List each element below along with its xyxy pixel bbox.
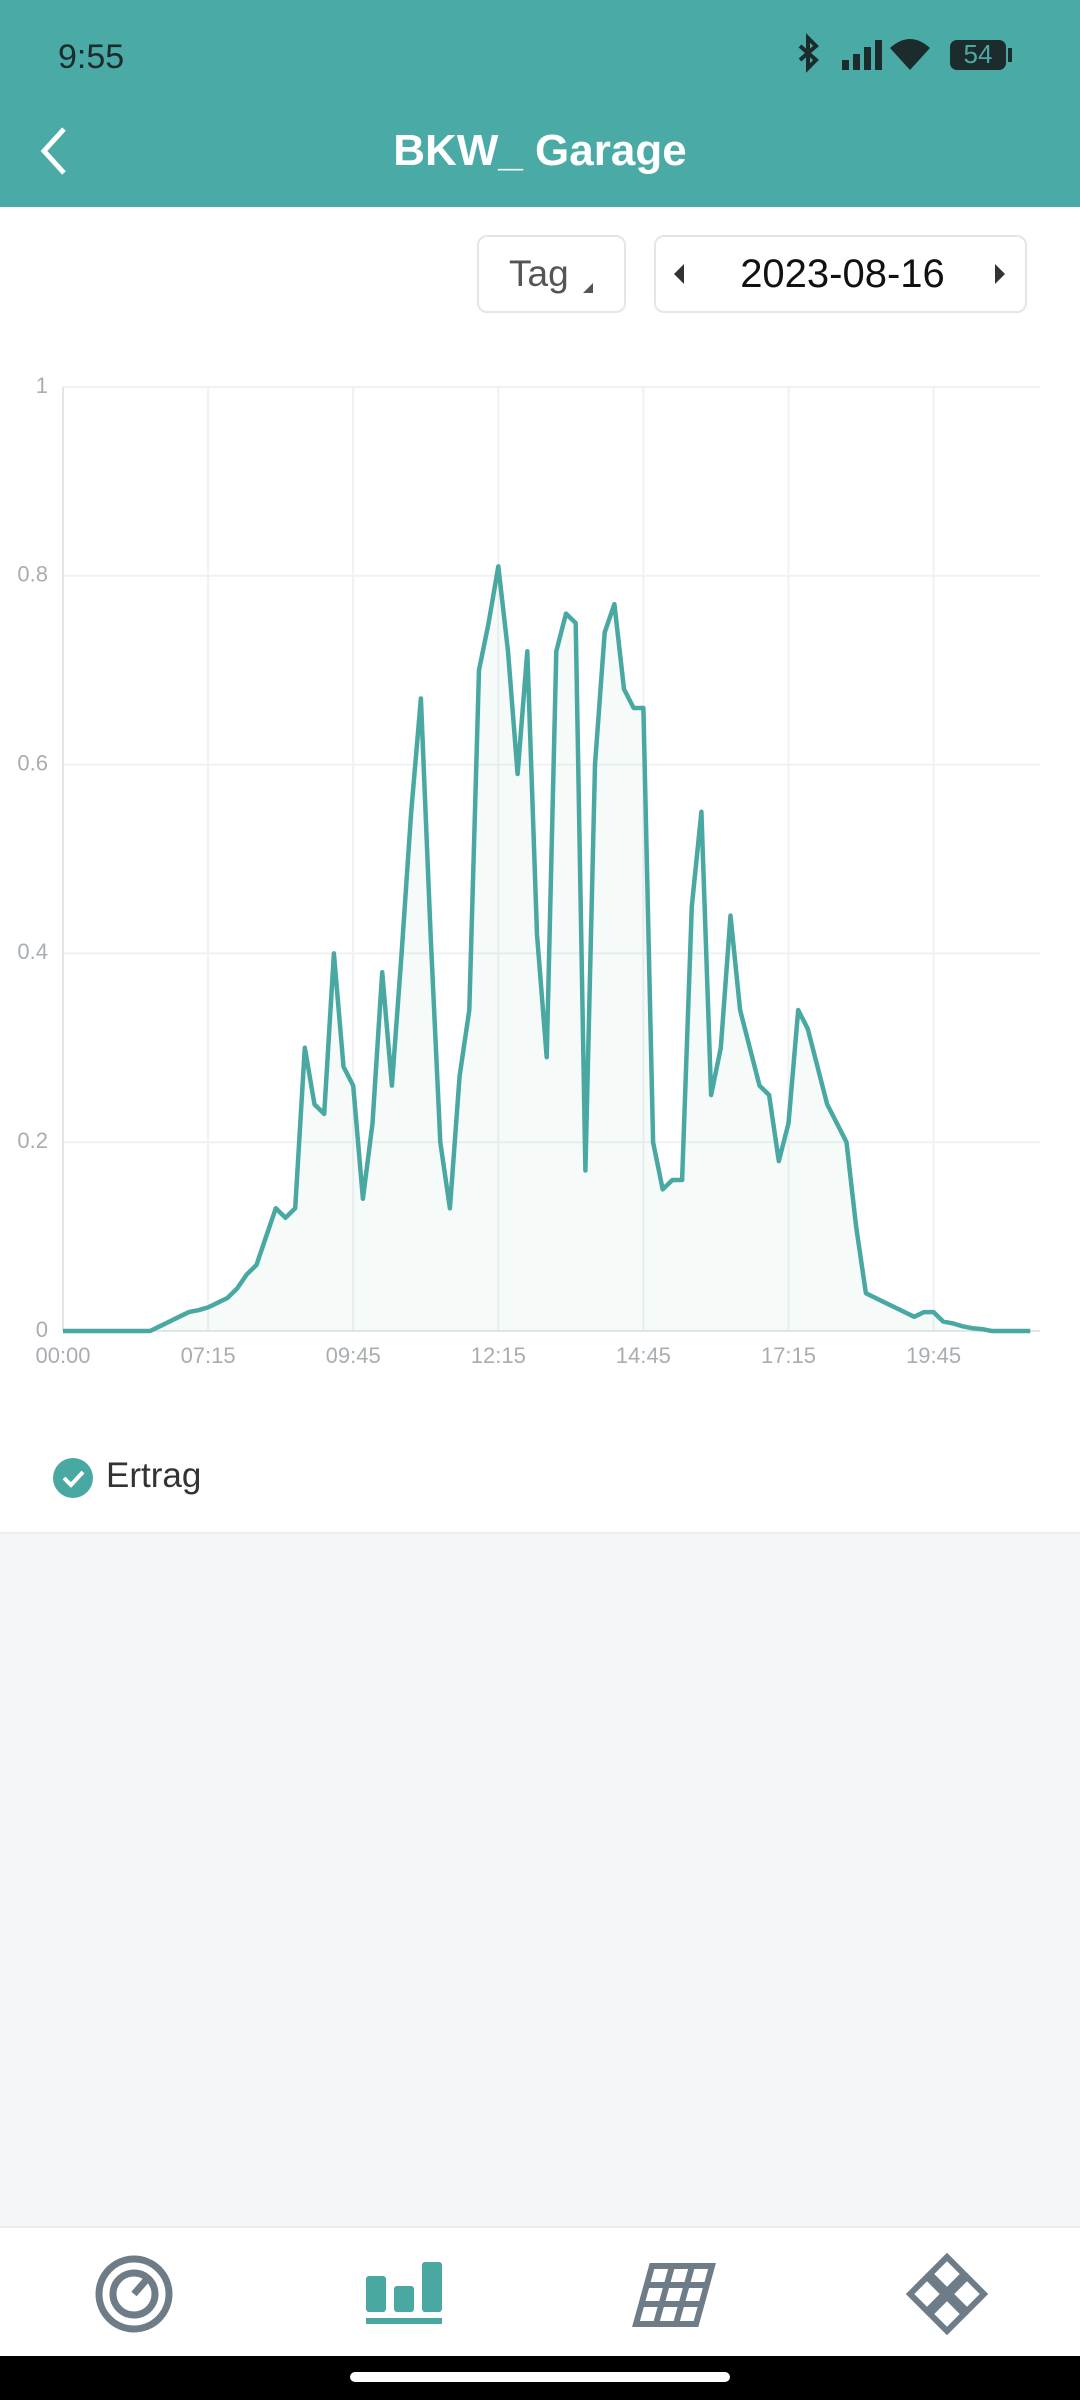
dropdown-arrow xyxy=(583,283,593,293)
x-tick-label: 14:45 xyxy=(616,1343,671,1368)
y-tick-label: 0.4 xyxy=(17,939,48,964)
bottom-nav xyxy=(0,2226,1080,2358)
x-tick-label: 07:15 xyxy=(181,1343,236,1368)
screen-title: BKW_ Garage xyxy=(393,126,687,175)
status-bar: 9:55 54 BKW_ Garage xyxy=(0,0,1080,207)
x-tick-label: 09:45 xyxy=(326,1343,381,1368)
nav-statistics[interactable] xyxy=(366,2262,442,2324)
date-picker: 2023-08-16 xyxy=(654,235,1027,313)
prev-day[interactable] xyxy=(670,261,690,287)
back-button[interactable] xyxy=(36,125,76,177)
clock: 9:55 xyxy=(58,38,125,76)
chart: 0 0.2 0.4 0.6 0.8 1 00:00 07:15 09:45 12:15 14:45 1… xyxy=(17,373,1040,1368)
legend-checkbox[interactable] xyxy=(52,1457,96,1501)
x-tick-label: 00:00 xyxy=(35,1343,90,1368)
y-tick-label: 0.6 xyxy=(17,750,48,775)
period-selector[interactable]: Tag xyxy=(477,235,626,313)
next-day[interactable] xyxy=(991,261,1011,287)
nav-icons xyxy=(95,2252,989,2336)
x-tick-label: 19:45 xyxy=(906,1343,961,1368)
y-tick-label: 0.2 xyxy=(17,1128,48,1153)
y-tick-label: 0.8 xyxy=(17,562,48,587)
nav-panels[interactable] xyxy=(632,2263,716,2327)
nav-devices[interactable] xyxy=(905,2252,989,2336)
y-tick-label: 0 xyxy=(36,1317,48,1342)
nav-dashboard[interactable] xyxy=(95,2255,173,2333)
status-icons: 54 xyxy=(798,33,1012,73)
legend-label: Ertrag xyxy=(106,1456,202,1495)
line xyxy=(63,564,1031,1334)
home-indicator xyxy=(350,2372,730,2382)
date-label: 2023-08-16 xyxy=(740,252,945,296)
period-label: Tag xyxy=(509,253,569,294)
system-bar xyxy=(0,2356,1080,2400)
content-card xyxy=(0,207,1080,1534)
x-tick-label: 17:15 xyxy=(761,1343,816,1368)
area xyxy=(63,566,1031,1331)
battery-level: 54 xyxy=(964,39,993,69)
y-tick-label: 1 xyxy=(36,373,48,398)
x-tick-label: 12:15 xyxy=(471,1343,526,1368)
